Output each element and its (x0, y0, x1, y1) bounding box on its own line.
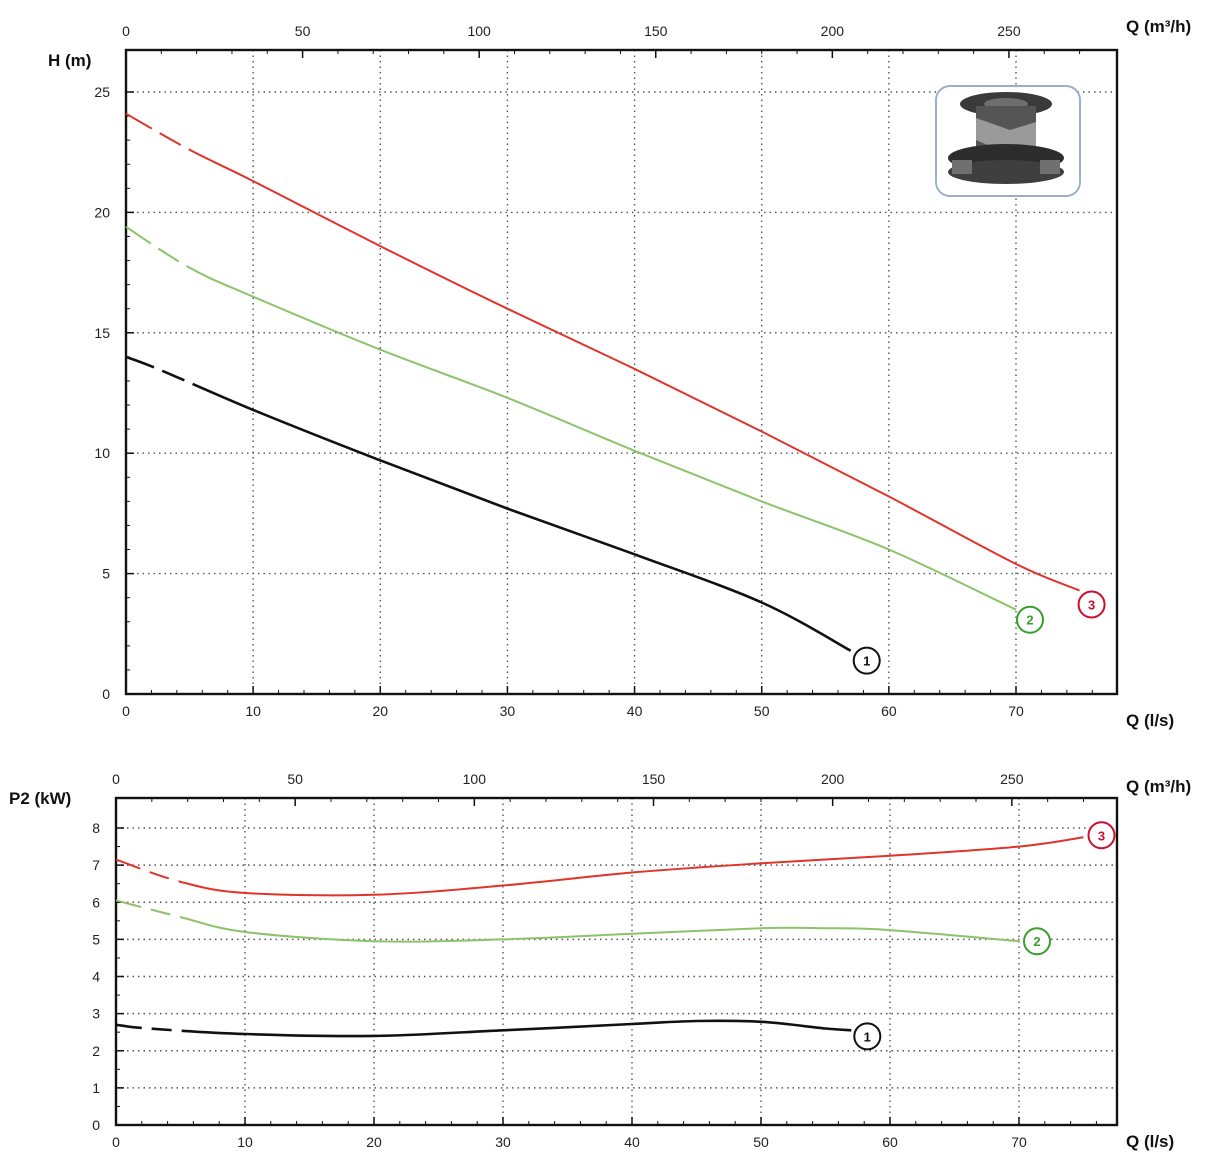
x2-tick-label: 250 (997, 23, 1021, 39)
marker-circle (1023, 927, 1051, 956)
flow-axis-label-ls-bottom: Q (l/s) (1126, 1132, 1174, 1151)
series-1-curve (115, 1019, 852, 1038)
y-tick-label: 10 (94, 445, 110, 461)
x-tick-label: 40 (627, 703, 643, 719)
series-2-marker: 2 (1016, 605, 1044, 634)
x-tick-label: 60 (881, 703, 897, 719)
y-tick-label: 7 (92, 857, 100, 873)
flow-axis-label-m3h: Q (m³/h) (1126, 17, 1191, 36)
marker-circle (1016, 605, 1044, 634)
marker-label: 3 (1088, 597, 1095, 612)
marker-label: 1 (864, 1029, 871, 1044)
head-chart-frame (124, 48, 1119, 696)
x-tick-label: 30 (500, 703, 516, 719)
series-1-curve (125, 355, 852, 652)
marker-label: 1 (863, 654, 870, 669)
series-1-marker: 1 (853, 1022, 882, 1051)
y-tick-label: 1 (92, 1080, 100, 1096)
x2-tick-label: 0 (122, 23, 130, 39)
series-3-curve (125, 112, 1080, 592)
y-tick-label: 25 (94, 84, 110, 100)
marker-circle (1087, 821, 1116, 850)
y-tick-label: 8 (92, 820, 100, 836)
x2-tick-label: 250 (1000, 771, 1024, 787)
x-tick-label: 70 (1008, 703, 1024, 719)
x-tick-label: 20 (366, 1134, 382, 1150)
marker-circle (852, 646, 881, 675)
x2-tick-label: 200 (821, 771, 845, 787)
y-tick-label: 5 (92, 931, 100, 947)
series-2-curve (115, 899, 1020, 943)
x-tick-label: 50 (754, 703, 770, 719)
x2-tick-label: 200 (821, 23, 845, 39)
x-tick-label: 70 (1011, 1134, 1027, 1150)
x-tick-label: 60 (882, 1134, 898, 1150)
marker-circle (853, 1022, 882, 1051)
power-chart-frame (114, 796, 1119, 1127)
x-tick-label: 30 (495, 1134, 511, 1150)
series-2-curve (125, 225, 1017, 611)
y-tick-label: 15 (94, 325, 110, 341)
x-tick-label: 20 (372, 703, 388, 719)
x-tick-label: 0 (122, 703, 130, 719)
x2-tick-label: 50 (295, 23, 311, 39)
series-1-marker: 1 (852, 646, 881, 675)
y-tick-label: 2 (92, 1043, 100, 1059)
x-tick-label: 0 (112, 1134, 120, 1150)
marker-circle (1077, 590, 1106, 619)
x2-tick-label: 150 (644, 23, 668, 39)
x-tick-label: 50 (753, 1134, 769, 1150)
series-2-marker: 2 (1023, 927, 1051, 956)
flow-axis-label-m3h-bottom: Q (m³/h) (1126, 777, 1191, 796)
x2-tick-label: 100 (467, 23, 491, 39)
series-3-marker: 3 (1087, 821, 1116, 850)
y-tick-label: 5 (102, 566, 110, 582)
y-tick-label: 6 (92, 894, 100, 910)
marker-label: 2 (1033, 934, 1040, 949)
y-tick-label: 0 (102, 686, 110, 702)
x-tick-label: 10 (237, 1134, 253, 1150)
flow-axis-label-ls: Q (l/s) (1126, 711, 1174, 730)
y-tick-label: 3 (92, 1006, 100, 1022)
series-3-marker: 3 (1077, 590, 1106, 619)
x2-tick-label: 0 (112, 771, 120, 787)
head-axis-label: H (m) (48, 51, 91, 70)
power-chart: 0 10 20 30 40 50 60 70 0 1 2 3 4 5 6 7 8 0 50 100 150 200 25… (9, 771, 1191, 1151)
x-tick-label: 10 (245, 703, 261, 719)
y-tick-label: 20 (94, 204, 110, 220)
x-tick-label: 40 (624, 1134, 640, 1150)
series-3-curve (115, 836, 1084, 897)
x2-tick-label: 100 (463, 771, 487, 787)
marker-label: 3 (1098, 828, 1105, 843)
x2-tick-label: 50 (287, 771, 303, 787)
y-tick-label: 0 (92, 1117, 100, 1133)
y-tick-label: 4 (92, 969, 100, 985)
head-chart: 0 10 20 30 40 50 60 70 0 5 10 15 20 25 0 50 100 150 200 2… (48, 17, 1191, 730)
marker-label: 2 (1026, 613, 1033, 628)
pump-impeller-icon (935, 85, 1081, 197)
x2-tick-label: 150 (642, 771, 666, 787)
power-axis-label: P2 (kW) (9, 789, 71, 808)
